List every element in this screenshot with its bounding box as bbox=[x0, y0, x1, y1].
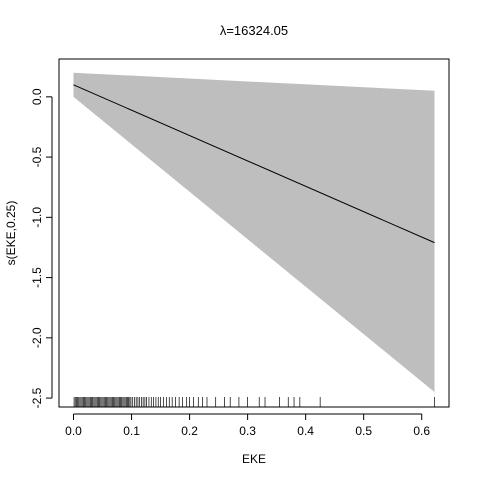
y-tick-label: -1.5 bbox=[30, 267, 44, 288]
x-tick-label: 0.6 bbox=[413, 424, 430, 438]
y-tick-label: -1.0 bbox=[30, 207, 44, 228]
plot-frame bbox=[58, 58, 450, 408]
y-axis-label: s(EKE,0.25) bbox=[4, 201, 18, 266]
y-axis: 0.0 -0.5 -1.0 -1.5 -2.0 -2.5 bbox=[30, 88, 53, 408]
x-tick-label: 0.3 bbox=[239, 424, 256, 438]
x-tick-label: 0.5 bbox=[355, 424, 372, 438]
y-tick-label: -2.0 bbox=[30, 327, 44, 348]
y-tick-label: -0.5 bbox=[30, 146, 44, 167]
x-tick-label: 0.1 bbox=[123, 424, 140, 438]
rug-marks bbox=[73, 397, 435, 407]
confidence-band bbox=[73, 72, 435, 393]
x-tick-label: 0.4 bbox=[297, 424, 314, 438]
fit-line bbox=[73, 84, 435, 244]
x-tick-label: 0.0 bbox=[65, 424, 82, 438]
x-tick-label: 0.2 bbox=[181, 424, 198, 438]
x-axis: 0.0 0.1 0.2 0.3 0.4 0.5 0.6 bbox=[65, 413, 430, 438]
x-axis-label: EKE bbox=[242, 452, 266, 466]
y-tick-label: -2.5 bbox=[30, 387, 44, 408]
y-tick-label: 0.0 bbox=[30, 88, 44, 105]
chart-title: λ=16324.05 bbox=[220, 23, 288, 38]
